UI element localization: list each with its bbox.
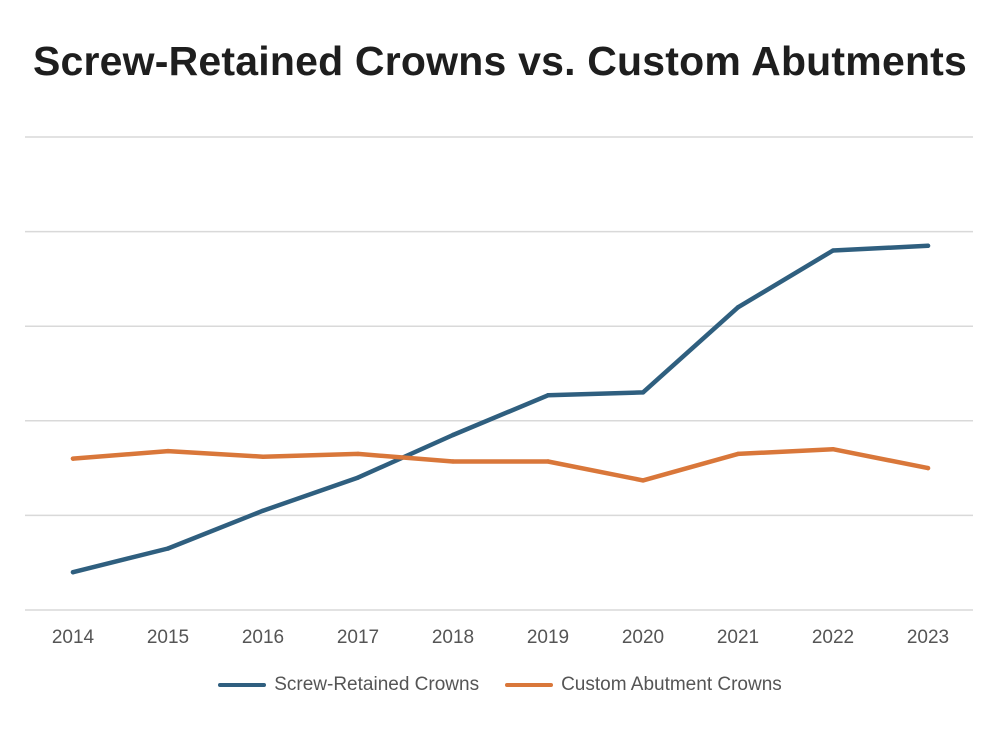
legend-label-custom-abutment: Custom Abutment Crowns (561, 674, 782, 695)
data-point-screw-retained-crowns-2021 (735, 305, 741, 310)
x-axis-tick-labels: 2014 2015 2016 2017 2018 2019 2020 2021 2022 2023 (52, 627, 949, 648)
data-point-screw-retained-crowns-2022 (830, 248, 836, 253)
series-line-screw-retained-crowns (70, 243, 931, 575)
legend-entry-screw-retained: Screw-Retained Crowns (218, 674, 479, 696)
x-tick-label: 2019 (527, 627, 569, 648)
x-tick-label: 2018 (432, 627, 474, 648)
data-point-custom-abutment-crowns-2019 (545, 459, 551, 464)
data-point-custom-abutment-crowns-2017 (355, 451, 361, 457)
data-point-custom-abutment-crowns-2022 (830, 446, 836, 452)
chart-title: Screw-Retained Crowns vs. Custom Abutmen… (32, 38, 968, 84)
data-point-custom-abutment-crowns-2016 (260, 454, 266, 459)
legend: Screw-Retained Crowns Custom Abutment Cr… (0, 674, 1000, 696)
data-point-screw-retained-crowns-2023 (925, 243, 931, 248)
data-point-screw-retained-crowns-2019 (545, 393, 551, 398)
series-line-custom-abutment-crowns (70, 446, 931, 483)
legend-swatch-custom-abutment (505, 683, 554, 687)
data-point-custom-abutment-crowns-2021 (735, 451, 741, 457)
x-tick-label: 2023 (907, 627, 949, 648)
x-tick-label: 2020 (622, 627, 664, 648)
x-tick-label: 2021 (717, 627, 759, 648)
x-tick-label: 2022 (812, 627, 854, 648)
legend-label-screw-retained: Screw-Retained Crowns (274, 674, 480, 695)
data-point-screw-retained-crowns-2014 (70, 569, 76, 575)
data-point-custom-abutment-crowns-2023 (925, 465, 931, 471)
data-point-screw-retained-crowns-2018 (450, 432, 456, 438)
legend-swatch-screw-retained (218, 683, 267, 687)
data-point-custom-abutment-crowns-2014 (70, 456, 76, 461)
legend-entry-custom-abutment: Custom Abutment Crowns (505, 674, 782, 696)
x-tick-label: 2014 (52, 627, 95, 648)
x-tick-label: 2015 (147, 627, 189, 648)
data-point-custom-abutment-crowns-2018 (450, 459, 456, 464)
x-tick-label: 2016 (242, 627, 284, 648)
data-point-screw-retained-crowns-2017 (355, 475, 361, 480)
data-point-screw-retained-crowns-2016 (260, 508, 266, 513)
data-point-screw-retained-crowns-2020 (640, 390, 646, 395)
series-lines (70, 243, 931, 575)
data-point-custom-abutment-crowns-2020 (640, 478, 646, 483)
data-point-screw-retained-crowns-2015 (165, 546, 171, 551)
x-tick-label: 2017 (337, 627, 379, 648)
data-point-custom-abutment-crowns-2015 (165, 448, 171, 454)
gridlines (25, 136, 973, 611)
